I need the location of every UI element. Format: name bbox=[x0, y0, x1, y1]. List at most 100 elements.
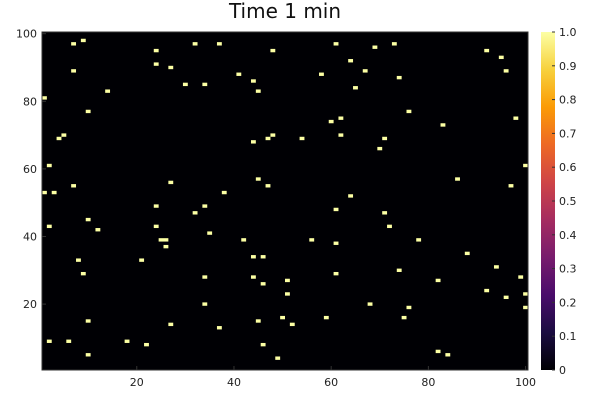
heatmap-cell bbox=[440, 123, 446, 127]
heatmap-cell bbox=[216, 326, 222, 330]
x-axis-ticks: 20 40 60 80 100 bbox=[130, 366, 536, 389]
heatmap-cell bbox=[445, 353, 451, 357]
heatmap-cell bbox=[255, 177, 261, 181]
heatmap-cell bbox=[523, 163, 528, 168]
heatmap-cell bbox=[270, 48, 276, 53]
heatmap-cell bbox=[168, 180, 174, 185]
colorbar-tick-label: 0.1 bbox=[559, 330, 577, 343]
heatmap-cell bbox=[362, 69, 368, 73]
heatmap-cell bbox=[484, 288, 490, 293]
heatmap-cell bbox=[192, 42, 198, 46]
y-tick-label: 60 bbox=[23, 163, 37, 176]
heatmap-cell bbox=[285, 292, 290, 296]
heatmap-cell bbox=[328, 119, 334, 124]
heatmap-cell bbox=[523, 305, 528, 310]
colorbar-tick-label: 0.3 bbox=[559, 263, 577, 276]
heatmap-cell bbox=[353, 86, 358, 90]
heatmap-cell bbox=[192, 211, 198, 215]
heatmap-cell bbox=[124, 339, 130, 343]
plot-frame bbox=[41, 31, 529, 371]
heatmap-cell bbox=[250, 79, 256, 83]
heatmap-cell bbox=[236, 72, 242, 76]
heatmap-cell bbox=[508, 184, 514, 188]
heatmap-cell bbox=[498, 55, 504, 60]
heatmap-cell bbox=[71, 184, 77, 188]
colorbar-gradient bbox=[541, 32, 555, 370]
heatmap-cell bbox=[144, 342, 149, 347]
heatmap-cell bbox=[382, 211, 388, 215]
heatmap-cell bbox=[396, 268, 402, 272]
heatmap-cell bbox=[56, 136, 62, 141]
x-tick-label: 80 bbox=[421, 376, 435, 389]
colorbar-tick-label: 0.6 bbox=[559, 161, 577, 174]
colorbar-tick-label: 0.9 bbox=[559, 60, 577, 73]
heatmap-cell bbox=[416, 238, 422, 242]
heatmap-cell bbox=[51, 190, 57, 195]
y-tick-label: 40 bbox=[23, 230, 37, 243]
x-tick-label: 100 bbox=[515, 376, 536, 389]
heatmap-cell bbox=[216, 42, 222, 46]
heatmap-cell bbox=[85, 109, 91, 114]
heatmap-cell bbox=[139, 258, 145, 262]
heatmap-cell bbox=[260, 342, 266, 347]
heatmap-cell bbox=[503, 295, 509, 300]
heatmap-cell bbox=[163, 238, 169, 242]
heatmap-cell bbox=[153, 224, 159, 229]
heatmap-cell bbox=[158, 238, 164, 242]
heatmap-cell bbox=[202, 275, 208, 279]
heatmap-cell bbox=[518, 275, 524, 279]
heatmap-cell bbox=[202, 82, 208, 87]
plot-area bbox=[41, 31, 529, 371]
heatmap-cell bbox=[309, 238, 315, 242]
heatmap-cell bbox=[42, 96, 47, 100]
heatmap-cell bbox=[338, 133, 344, 137]
heatmap-cell bbox=[71, 42, 77, 46]
heatmap-cell bbox=[95, 228, 101, 232]
heatmap-cell bbox=[319, 72, 324, 76]
heatmap-cell bbox=[182, 82, 188, 87]
heatmap-cell bbox=[396, 75, 402, 80]
chart-title: Time 1 min bbox=[228, 0, 341, 23]
y-tick-label: 80 bbox=[23, 95, 37, 108]
heatmap-cell bbox=[250, 255, 256, 259]
colorbar-ticks: 0 0.1 0.2 0.3 0.4 0.5 0.6 0.7 0.8 0.9 1.0 bbox=[552, 26, 577, 377]
heatmap-cell bbox=[348, 59, 354, 63]
heatmap-cell bbox=[333, 241, 339, 245]
heatmap-cell bbox=[401, 315, 407, 320]
heatmap-cell bbox=[76, 258, 81, 262]
heatmap-cell bbox=[260, 282, 266, 286]
heatmap-cell bbox=[80, 271, 86, 276]
colorbar-tick-label: 0 bbox=[559, 364, 566, 377]
heatmap-cell bbox=[241, 238, 247, 242]
heatmap-cell bbox=[207, 231, 213, 235]
x-tick-label: 40 bbox=[227, 376, 241, 389]
heatmap-cell bbox=[221, 190, 227, 195]
heatmap-cell bbox=[523, 292, 528, 296]
heatmap-cell bbox=[338, 116, 344, 120]
heatmap-cell bbox=[435, 349, 441, 354]
heatmap-cell bbox=[66, 339, 72, 343]
colorbar-tick-label: 0.4 bbox=[559, 229, 577, 242]
heatmap-cell bbox=[153, 62, 159, 66]
heatmap-cell bbox=[250, 140, 256, 144]
heatmap-cell bbox=[168, 65, 174, 70]
heatmap-cell bbox=[387, 224, 392, 229]
y-tick-label: 100 bbox=[16, 28, 37, 41]
x-axis: 20 40 60 80 100 bbox=[130, 366, 536, 389]
heatmap-cell bbox=[503, 69, 509, 73]
heatmap-cell bbox=[46, 339, 52, 343]
heatmap-cell bbox=[372, 45, 378, 49]
heatmap-cell bbox=[484, 48, 490, 53]
heatmap-cell bbox=[265, 184, 271, 188]
x-tick-label: 20 bbox=[130, 376, 144, 389]
heatmap-cell bbox=[299, 136, 305, 141]
heatmap-cell bbox=[289, 322, 295, 327]
heatmap-cell bbox=[163, 244, 169, 249]
heatmap-cell bbox=[46, 163, 52, 168]
colorbar-tick-label: 0.2 bbox=[559, 296, 577, 309]
heatmap-cell bbox=[202, 204, 208, 208]
heatmap-cell bbox=[464, 251, 470, 256]
heatmap-cell bbox=[367, 302, 373, 306]
colorbar-tick-label: 0.8 bbox=[559, 94, 577, 107]
heatmap-background bbox=[42, 32, 528, 370]
